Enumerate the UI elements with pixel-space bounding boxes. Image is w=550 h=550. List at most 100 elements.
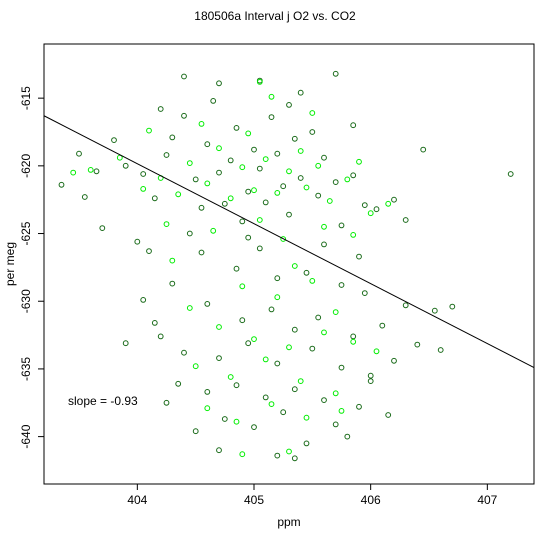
data-point-dark [286, 211, 292, 218]
data-point-bright [256, 217, 263, 223]
data-point-dark [379, 322, 386, 329]
data-point-dark [134, 238, 141, 245]
y-axis-label: per meg [3, 242, 17, 286]
data-point-bright [262, 156, 269, 163]
data-point-dark [373, 206, 380, 213]
data-point-dark [268, 306, 275, 313]
plot-frame [43, 43, 535, 485]
data-point-dark [227, 157, 234, 164]
data-point-bright [303, 184, 310, 191]
data-point-bright [186, 305, 193, 311]
data-point-dark [157, 106, 164, 112]
data-point-bright [385, 200, 392, 207]
data-point-dark [245, 188, 252, 195]
x-axis: 404 405 406 407 [127, 484, 498, 507]
data-point-bright [175, 191, 182, 198]
data-point-dark [233, 265, 240, 272]
data-point-bright [239, 164, 246, 171]
data-point-bright [256, 79, 263, 85]
regression-line [44, 115, 534, 369]
data-point-bright [251, 336, 257, 343]
data-point-dark [274, 452, 281, 459]
data-point-dark [309, 129, 316, 135]
data-point-dark [216, 80, 222, 87]
data-point-bright [280, 236, 287, 242]
data-point-dark [186, 230, 193, 237]
data-point-bright [303, 414, 310, 421]
y-axis: -615 -620 -625 -630 -635 -640 [19, 86, 44, 449]
data-point-dark [245, 234, 252, 241]
y-tick-label: -620 [19, 154, 33, 178]
data-point-dark [204, 301, 211, 307]
data-point-bright [87, 167, 94, 173]
data-point-dark [169, 134, 176, 141]
data-point-bright [297, 148, 304, 154]
data-point-dark [198, 204, 205, 211]
data-point-dark [291, 326, 298, 333]
data-point-dark [233, 382, 240, 389]
data-point-dark [157, 333, 164, 340]
data-point-bright [297, 378, 304, 385]
data-point-dark [338, 222, 345, 229]
data-point-dark [274, 150, 281, 157]
data-point-dark [262, 394, 269, 401]
data-point-dark [367, 372, 374, 379]
data-point-bright [198, 121, 205, 127]
data-point-dark [251, 146, 257, 153]
data-point-dark [216, 447, 222, 454]
data-point-dark [321, 397, 327, 404]
data-point-dark [181, 73, 187, 80]
data-point-dark [239, 218, 246, 225]
data-point-bright [291, 263, 298, 269]
data-point-dark [81, 194, 88, 200]
data-point-bright [286, 344, 292, 351]
data-point-dark [338, 364, 345, 371]
data-point-dark [163, 152, 170, 158]
data-point-dark [332, 70, 339, 77]
data-point-dark [221, 416, 228, 422]
data-point-bright [321, 223, 327, 230]
data-point-bright [204, 180, 211, 187]
data-point-dark [192, 428, 199, 435]
data-point-bright [233, 418, 240, 425]
data-point-dark [181, 349, 187, 356]
data-point-dark [449, 303, 456, 310]
data-point-dark [262, 199, 269, 206]
data-point-dark [507, 171, 514, 177]
data-point-bright [140, 186, 147, 192]
data-point-dark [111, 137, 117, 144]
data-point-dark [233, 125, 240, 131]
data-point-bright [286, 168, 292, 175]
data-point-dark [239, 317, 246, 324]
data-point-dark [291, 135, 298, 142]
data-point-dark [291, 386, 298, 393]
data-point-bright [239, 451, 246, 458]
data-point-bright [116, 154, 123, 161]
y-tick-label: -615 [19, 86, 33, 110]
data-point-dark [361, 202, 368, 209]
data-point-bright [321, 329, 327, 336]
data-point-dark [414, 341, 421, 348]
data-point-bright [274, 190, 281, 196]
data-point-bright [268, 93, 275, 100]
data-point-dark [402, 302, 409, 309]
data-point-dark [93, 168, 100, 175]
data-point-dark [99, 225, 106, 232]
data-point-dark [163, 399, 170, 406]
data-point-bright [239, 283, 246, 290]
data-point-bright [227, 195, 234, 202]
data-point-dark [338, 282, 345, 288]
x-axis-label: ppm [277, 515, 300, 529]
data-point-dark [256, 245, 263, 252]
data-point-dark [245, 340, 252, 347]
data-point-bright [163, 221, 170, 228]
data-point-dark [268, 114, 275, 120]
data-point-bright [268, 401, 275, 408]
data-point-dark [204, 141, 211, 148]
data-point-dark [198, 249, 205, 256]
data-point-bright [315, 162, 322, 169]
data-point-dark [437, 347, 444, 353]
data-point-bright [169, 257, 176, 264]
data-point-dark [140, 297, 147, 303]
data-point-dark [210, 98, 217, 104]
